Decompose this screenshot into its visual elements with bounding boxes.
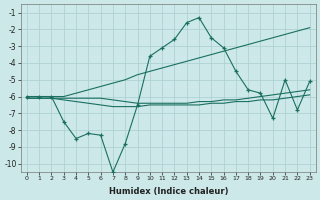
- X-axis label: Humidex (Indice chaleur): Humidex (Indice chaleur): [108, 187, 228, 196]
